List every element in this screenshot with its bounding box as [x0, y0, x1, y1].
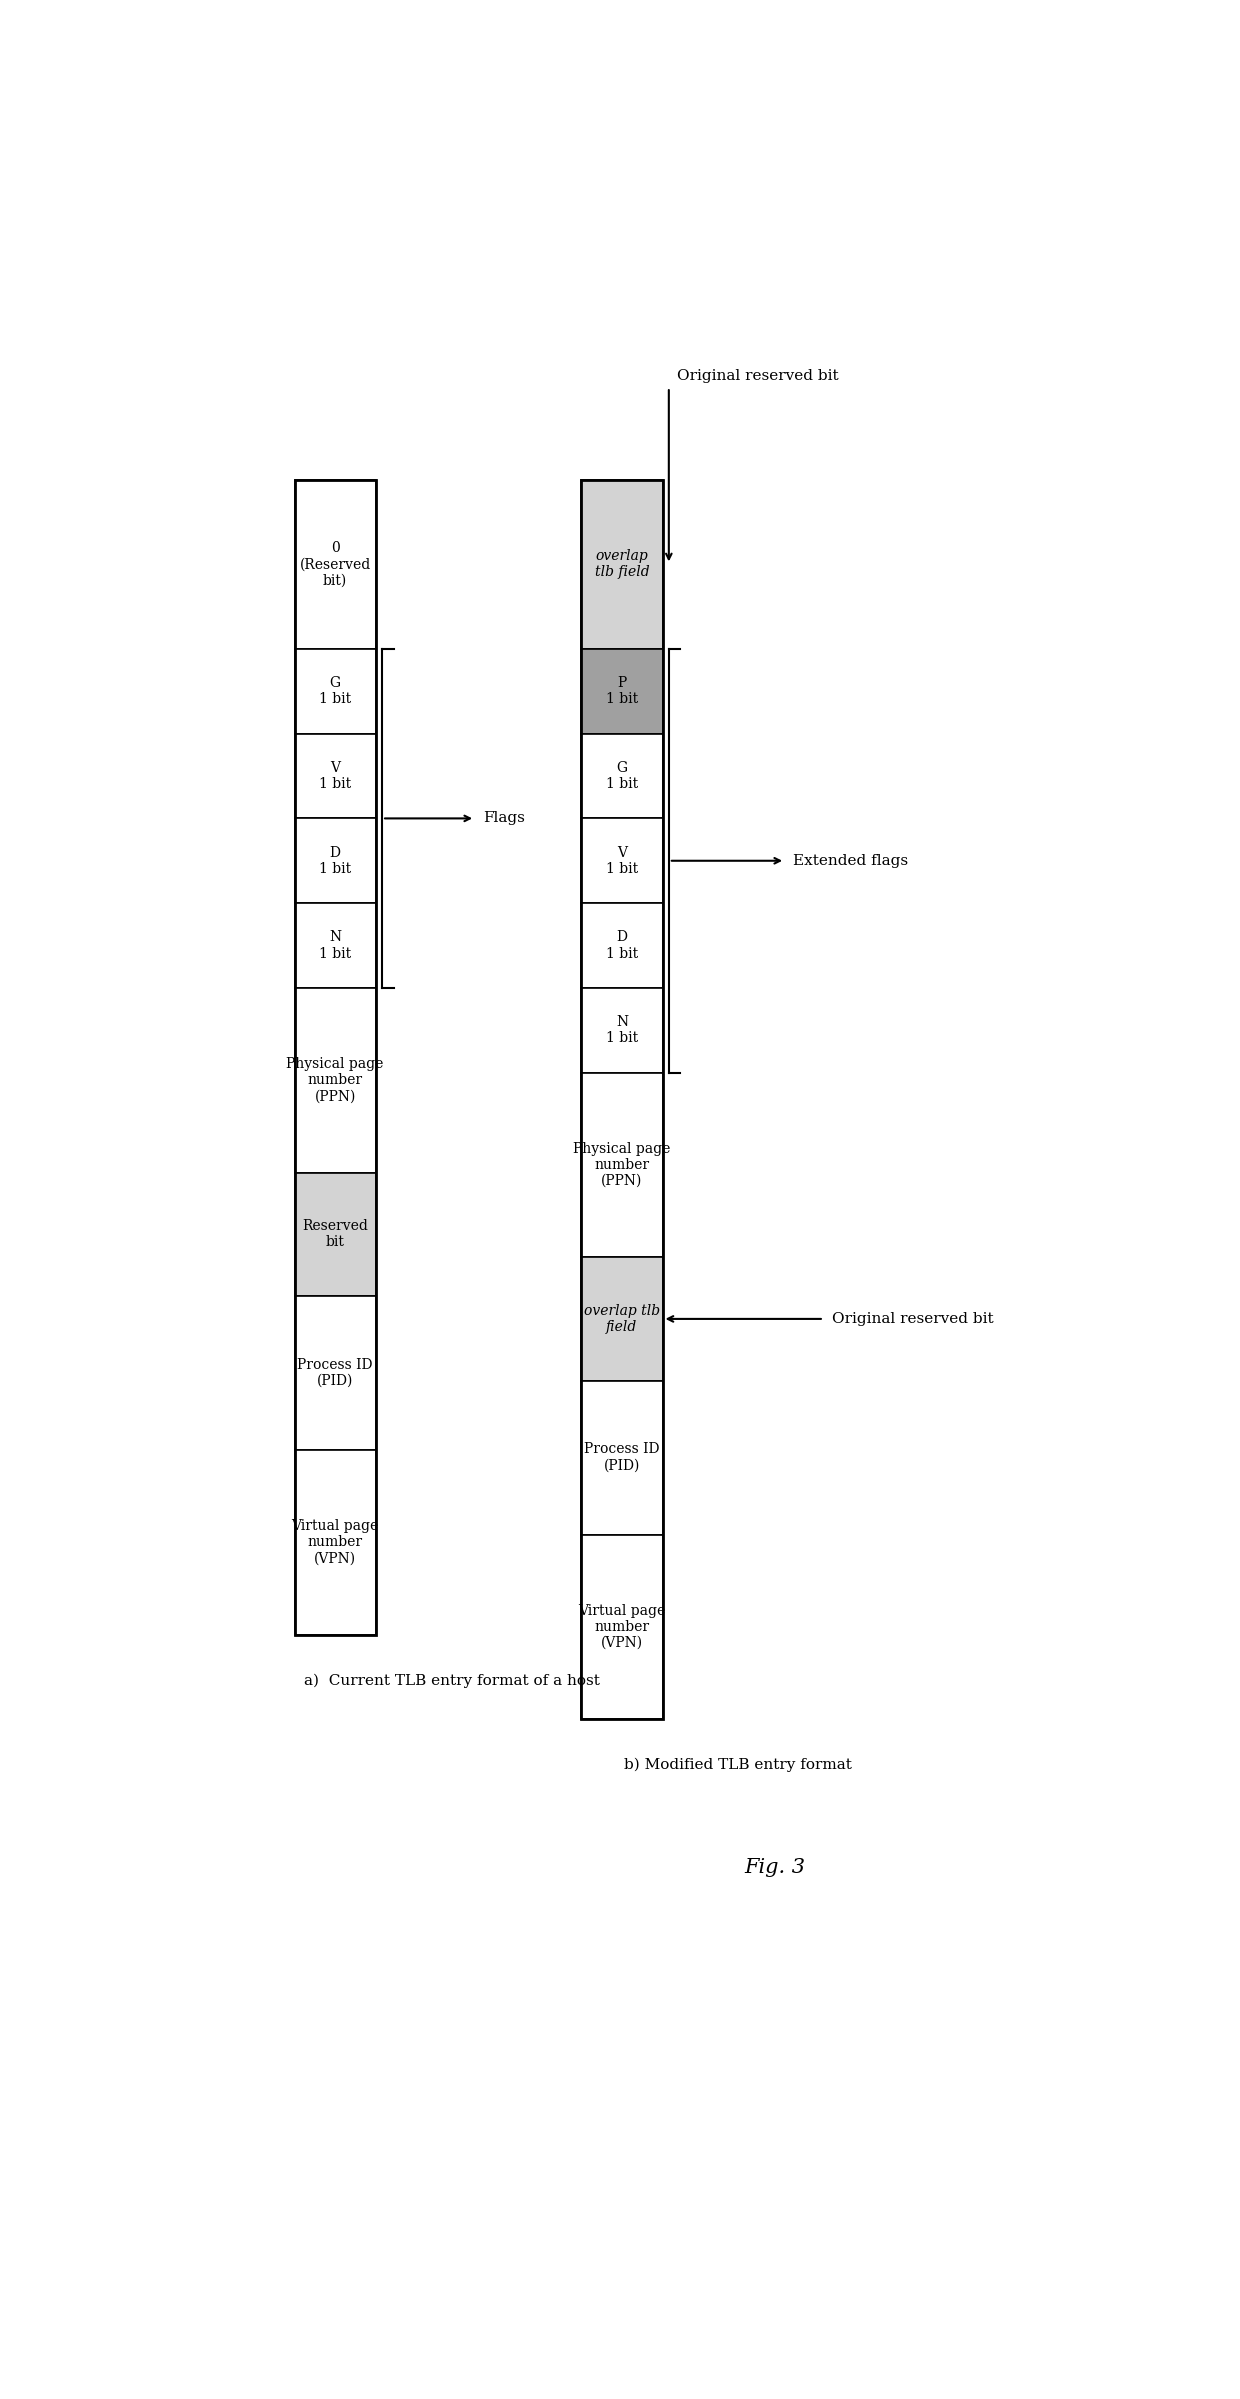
Text: D
1 bit: D 1 bit	[319, 847, 351, 876]
Bar	[582, 1379, 662, 1535]
Bar	[295, 1295, 376, 1449]
Bar	[295, 988, 376, 1173]
Bar	[582, 988, 662, 1072]
Text: a)  Current TLB entry format of a host: a) Current TLB entry format of a host	[304, 1672, 599, 1686]
Bar	[582, 734, 662, 818]
Text: Process ID
(PID): Process ID (PID)	[298, 1358, 373, 1389]
Text: G
1 bit: G 1 bit	[319, 677, 351, 705]
Text: D
1 bit: D 1 bit	[606, 931, 639, 960]
Bar	[295, 1173, 376, 1295]
Bar	[582, 818, 662, 902]
Text: Physical page
number
(PPN): Physical page number (PPN)	[286, 1058, 384, 1104]
Text: V
1 bit: V 1 bit	[319, 760, 351, 792]
Bar	[582, 1072, 662, 1257]
Bar	[295, 1449, 376, 1634]
Bar	[295, 734, 376, 818]
Text: Reserved
bit: Reserved bit	[303, 1219, 368, 1250]
Bar	[582, 650, 662, 734]
Bar	[295, 818, 376, 902]
Text: G
1 bit: G 1 bit	[606, 760, 639, 792]
Bar	[295, 480, 376, 650]
Text: Original reserved bit: Original reserved bit	[832, 1312, 993, 1327]
Bar	[582, 1535, 662, 1720]
Bar	[295, 650, 376, 734]
Text: Fig. 3: Fig. 3	[744, 1857, 806, 1876]
Text: P
1 bit: P 1 bit	[606, 677, 639, 705]
Bar	[582, 480, 662, 1720]
Text: Virtual page
number
(VPN): Virtual page number (VPN)	[291, 1519, 378, 1567]
Text: 0
(Reserved
bit): 0 (Reserved bit)	[300, 542, 371, 588]
Text: overlap
tlb field: overlap tlb field	[595, 549, 650, 581]
Bar	[582, 902, 662, 988]
Bar	[582, 480, 662, 650]
Bar	[582, 1257, 662, 1379]
Text: Process ID
(PID): Process ID (PID)	[584, 1442, 660, 1473]
Text: Original reserved bit: Original reserved bit	[677, 369, 838, 384]
Text: Physical page
number
(PPN): Physical page number (PPN)	[573, 1142, 671, 1188]
Text: N
1 bit: N 1 bit	[319, 931, 351, 960]
Text: overlap tlb
field: overlap tlb field	[584, 1303, 660, 1334]
Text: Flags: Flags	[482, 811, 525, 825]
Text: Extended flags: Extended flags	[792, 854, 908, 868]
Text: Virtual page
number
(VPN): Virtual page number (VPN)	[578, 1603, 666, 1651]
Text: N
1 bit: N 1 bit	[606, 1015, 639, 1046]
Bar	[295, 480, 376, 1634]
Text: b) Modified TLB entry format: b) Modified TLB entry format	[624, 1758, 852, 1773]
Text: V
1 bit: V 1 bit	[606, 847, 639, 876]
Bar	[295, 902, 376, 988]
